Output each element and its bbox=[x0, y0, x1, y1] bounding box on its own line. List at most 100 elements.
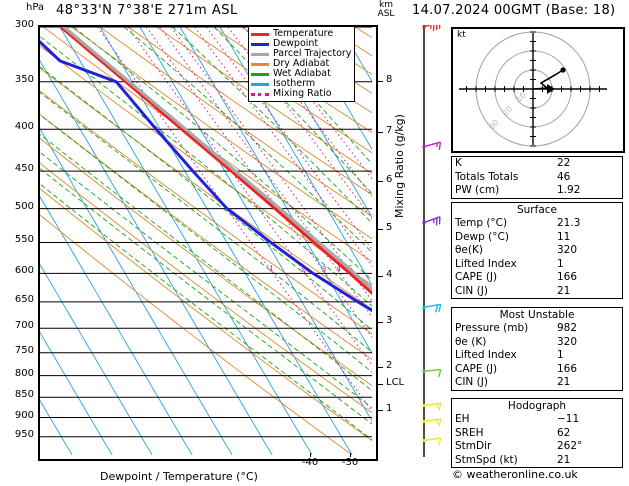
x-axis-title: Dewpoint / Temperature (°C) bbox=[100, 470, 258, 483]
info-key: θe(K) bbox=[455, 244, 483, 256]
panel-hodograph-indices: Hodograph EH −11 SREH 62 StmDir 262° StmSpd (kt… bbox=[451, 398, 623, 468]
wind-barb-column bbox=[402, 20, 446, 457]
pressure-tick-750: 750 bbox=[14, 344, 34, 356]
info-key: PW (cm) bbox=[455, 184, 500, 196]
info-row: EH −11 bbox=[452, 413, 622, 427]
altitude-tick-7: 7 bbox=[386, 124, 393, 136]
info-value: 320 bbox=[557, 244, 578, 256]
panel-most-unstable: Most Unstable Pressure (mb) 982 θe (K) 320 Li… bbox=[451, 307, 623, 391]
pressure-unit-label: hPa bbox=[26, 2, 45, 13]
legend-label: Dry Adiabat bbox=[273, 58, 330, 69]
altitude-unit-line1: km bbox=[379, 0, 393, 10]
info-value: 21.3 bbox=[557, 217, 581, 229]
hodograph-trace bbox=[532, 69, 564, 90]
pressure-tick-350: 350 bbox=[14, 73, 34, 85]
info-value: 1 bbox=[557, 257, 564, 270]
lcl-label: LCL bbox=[386, 377, 405, 389]
info-key: CAPE (J) bbox=[455, 271, 498, 283]
footer-copyright: © weatheronline.co.uk bbox=[452, 468, 578, 481]
panel-title: Most Unstable bbox=[499, 309, 575, 321]
wind-barb bbox=[422, 141, 442, 150]
legend-swatch bbox=[251, 92, 269, 96]
info-value: 320 bbox=[557, 335, 578, 348]
pressure-tick-450: 450 bbox=[14, 163, 34, 175]
svg-text:1: 1 bbox=[269, 264, 274, 273]
info-key: Temp (°C) bbox=[455, 217, 508, 229]
info-row: CIN (J) 21 bbox=[452, 376, 622, 390]
info-key: CAPE (J) bbox=[455, 362, 498, 375]
altitude-tickmark bbox=[378, 366, 383, 368]
temperature-tick--30: -30 bbox=[341, 457, 359, 468]
info-row: PW (cm) 1.92 bbox=[452, 184, 622, 198]
info-value: 262° bbox=[557, 440, 583, 452]
info-row: StmSpd (kt) 21 bbox=[452, 454, 622, 468]
info-key: StmSpd (kt) bbox=[455, 453, 518, 466]
info-key: StmDir bbox=[455, 440, 492, 452]
altitude-tick-6: 6 bbox=[386, 174, 393, 186]
info-row: CIN (J) 21 bbox=[452, 285, 622, 299]
pressure-tick-850: 850 bbox=[14, 389, 34, 401]
legend-swatch bbox=[251, 82, 269, 86]
legend-label: Temperature bbox=[273, 28, 334, 39]
info-value: 62 bbox=[557, 426, 571, 439]
info-key: θe (K) bbox=[455, 335, 487, 348]
pressure-tick-550: 550 bbox=[14, 234, 34, 246]
info-key: CIN (J) bbox=[455, 284, 488, 297]
info-row: K 22 bbox=[452, 157, 622, 171]
info-value: 46 bbox=[557, 170, 571, 183]
wind-barb bbox=[422, 402, 442, 411]
pressure-tick-800: 800 bbox=[14, 367, 34, 379]
panel-general-indices: K 22 Totals Totals 46 PW (cm) 1.92 bbox=[451, 156, 623, 199]
station-title: 48°33'N 7°38'E 271m ASL bbox=[56, 3, 238, 18]
legend-label: Parcel Trajectory bbox=[273, 48, 352, 59]
info-row: StmDir 262° bbox=[452, 440, 622, 454]
temperature-tickmark bbox=[310, 453, 312, 457]
info-key: Dewp (°C) bbox=[455, 230, 509, 243]
info-row: CAPE (J) 166 bbox=[452, 363, 622, 377]
altitude-tick-8: 8 bbox=[386, 74, 393, 86]
info-key: Lifted Index bbox=[455, 257, 517, 270]
pressure-tick-500: 500 bbox=[14, 200, 34, 212]
legend-item: Wet Adiabat bbox=[251, 69, 351, 79]
wind-barb bbox=[422, 303, 442, 313]
info-value: 1.92 bbox=[557, 184, 581, 196]
info-key: CIN (J) bbox=[455, 376, 488, 388]
altitude-tick-1: 1 bbox=[386, 403, 393, 415]
pressure-tick-950: 950 bbox=[14, 428, 34, 440]
info-row: Lifted Index 1 bbox=[452, 349, 622, 363]
info-row: Lifted Index 1 bbox=[452, 258, 622, 272]
model-run-title: 14.07.2024 00GMT (Base: 18) bbox=[412, 3, 616, 18]
panel-title: Surface bbox=[516, 204, 557, 216]
info-value: −11 bbox=[557, 413, 580, 425]
hodograph-ring-label: 20 bbox=[501, 104, 515, 118]
altitude-axis: 1 2 3 4 5 6 7 8 LCL bbox=[376, 25, 404, 457]
panel-title: Hodograph bbox=[507, 400, 567, 412]
legend-label: Mixing Ratio bbox=[273, 88, 332, 99]
wind-barb bbox=[422, 369, 442, 378]
wind-barb bbox=[422, 216, 441, 226]
info-key: EH bbox=[455, 413, 470, 425]
legend-item: Dewpoint bbox=[251, 39, 351, 49]
pressure-tick-400: 400 bbox=[14, 121, 34, 133]
info-row: Totals Totals 46 bbox=[452, 171, 622, 185]
altitude-tickmark bbox=[378, 410, 383, 412]
panel-surface: Surface Temp (°C) 21.3 Dewp (°C) 11 θe(K) 320 L… bbox=[451, 202, 623, 299]
temperature-tick--40: -40 bbox=[301, 457, 319, 468]
pressure-tick-650: 650 bbox=[14, 293, 34, 305]
svg-text:4: 4 bbox=[336, 264, 341, 273]
info-row: Dewp (°C) 11 bbox=[452, 231, 622, 245]
hodograph-ring-label: 10 bbox=[514, 91, 528, 105]
info-value: 21 bbox=[557, 284, 571, 297]
info-value: 166 bbox=[557, 271, 578, 283]
info-value: 22 bbox=[557, 157, 571, 169]
svg-text:2: 2 bbox=[301, 264, 306, 273]
info-value: 21 bbox=[557, 376, 571, 388]
legend-label: Wet Adiabat bbox=[273, 68, 331, 79]
info-row: θe(K) 320 bbox=[452, 244, 622, 258]
legend-label: Isotherm bbox=[273, 78, 316, 89]
altitude-unit-line2: ASL bbox=[377, 9, 395, 19]
altitude-tick-4: 4 bbox=[386, 269, 393, 281]
legend-swatch bbox=[251, 32, 269, 36]
